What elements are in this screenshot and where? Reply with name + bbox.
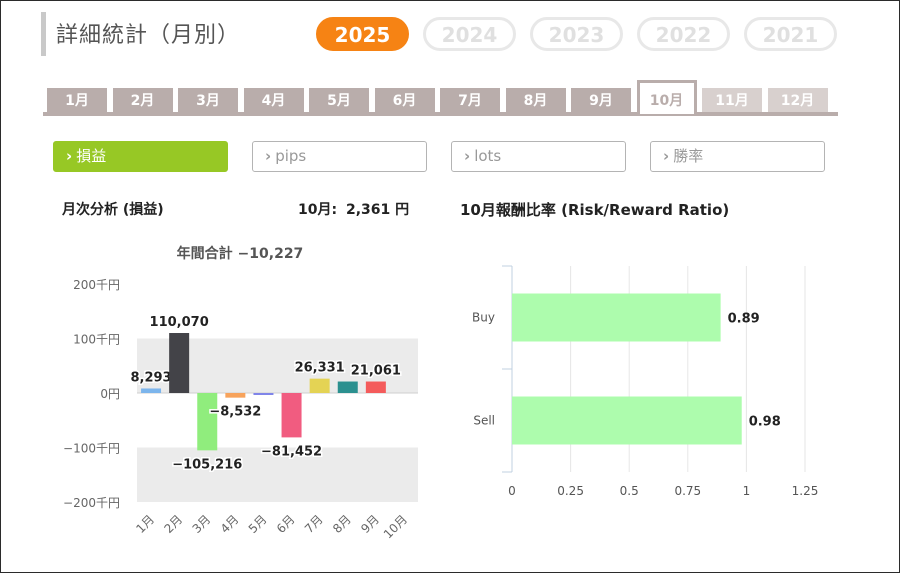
title-accent-bar [41, 12, 46, 56]
bar-9 [365, 381, 386, 393]
category-label: Sell [473, 414, 495, 428]
month-value: 10月: 2,361 円 [298, 199, 409, 219]
x-tick-label: 6月 [274, 512, 298, 536]
metric-button-3[interactable]: › lots [451, 141, 626, 172]
year-button-2024[interactable]: 2024 [423, 17, 516, 51]
tab-month-9[interactable]: 9月 [571, 88, 631, 112]
y-tick-label: 200千円 [73, 278, 120, 292]
data-label-7: 26,331 [295, 361, 345, 376]
month-tab-baseline [43, 112, 838, 116]
tab-month-5[interactable]: 5月 [309, 88, 369, 112]
metric-label: 勝率 [673, 147, 704, 165]
data-label-1: 8,293 [130, 370, 171, 385]
metric-label: pips [275, 147, 307, 165]
tab-month-4[interactable]: 4月 [243, 88, 304, 112]
ratio-bar-buy [512, 293, 721, 342]
chevron-right-icon: › [663, 147, 670, 165]
x-tick-label: 8月 [330, 512, 354, 536]
chevron-right-icon: › [66, 147, 73, 165]
bar-4 [225, 393, 246, 398]
monthly-analysis-title: 月次分析 (損益) [62, 202, 164, 218]
month-value-amount: 2,361 円 [345, 202, 410, 218]
tab-month-2[interactable]: 2月 [112, 88, 173, 112]
data-label-6: −81,452 [261, 444, 322, 459]
x-tick-label: 4月 [218, 512, 242, 536]
data-label-3: −105,216 [172, 457, 242, 472]
ratio-label: 0.89 [728, 312, 760, 327]
bar-5 [253, 393, 274, 395]
year-button-2022[interactable]: 2022 [637, 17, 730, 51]
month-value-prefix: 10月: [298, 202, 338, 218]
y-tick-label: −200千円 [63, 496, 120, 510]
tab-month-3[interactable]: 3月 [178, 88, 238, 112]
bar-7 [309, 378, 330, 393]
tab-month-1[interactable]: 1月 [47, 88, 107, 112]
ratio-bar-sell [512, 396, 742, 445]
chevron-right-icon: › [265, 147, 272, 165]
x-tick-label: 9月 [358, 512, 382, 536]
x-tick-label: 10月 [381, 512, 410, 541]
x-tick-label: 0 [508, 484, 516, 498]
x-tick-label: 2月 [161, 512, 185, 536]
tab-month-11[interactable]: 11月 [702, 88, 762, 112]
tab-month-7[interactable]: 7月 [440, 88, 500, 112]
year-button-2021[interactable]: 2021 [744, 17, 837, 51]
x-tick-label: 1月 [133, 512, 157, 536]
metric-button-4[interactable]: › 勝率 [650, 141, 825, 172]
x-tick-label: 0.5 [620, 484, 639, 498]
data-label-2: 110,070 [150, 315, 209, 330]
data-label-9: 21,061 [351, 364, 401, 379]
metric-label: lots [474, 147, 502, 165]
ratio-title: 10月報酬比率 (Risk/Reward Ratio) [460, 201, 730, 219]
x-tick-label: 3月 [190, 512, 214, 536]
ratio-label: 0.98 [749, 415, 781, 430]
data-label-4: −8,532 [209, 405, 261, 420]
chevron-right-icon: › [464, 147, 471, 165]
bar-2 [169, 333, 190, 393]
page-title: 詳細統計（月別） [56, 23, 241, 48]
plot-band-negative [137, 447, 418, 502]
tab-month-12[interactable]: 12月 [767, 88, 828, 112]
bar-1 [141, 388, 162, 393]
x-tick-label: 1.25 [792, 484, 819, 498]
x-tick-label: 0.75 [674, 484, 701, 498]
bar-8 [337, 381, 358, 393]
metric-button-1[interactable]: › 損益 [53, 141, 228, 172]
metric-button-2[interactable]: › pips [252, 141, 427, 172]
x-tick-label: 0.25 [557, 484, 584, 498]
y-tick-label: −100千円 [63, 442, 120, 456]
metric-label: 損益 [76, 147, 107, 165]
y-tick-label: 100千円 [73, 333, 120, 347]
tab-month-6[interactable]: 6月 [374, 88, 435, 112]
category-label: Buy [472, 311, 495, 325]
year-button-2023[interactable]: 2023 [530, 17, 623, 51]
bar-3 [197, 393, 218, 451]
tab-month-10[interactable]: 10月 [636, 80, 697, 114]
chart-title: 年間合計 −10,227 [177, 245, 304, 262]
year-button-2025[interactable]: 2025 [316, 17, 409, 51]
x-tick-label: 7月 [302, 512, 326, 536]
tab-month-8[interactable]: 8月 [505, 88, 566, 112]
risk-reward-chart: 0 0.25 0.5 0.75 1 1.25 0.89 Buy 0.98 Sell [472, 265, 819, 498]
y-tick-label: 0円 [100, 387, 120, 401]
x-tick-label: 5月 [246, 512, 270, 536]
x-tick-label: 1 [743, 484, 751, 498]
bar-6 [281, 393, 302, 438]
monthly-pnl-chart: 年間合計 −10,227 200千円 100千円 0円 −100千円 −200千円 8,29… [63, 245, 418, 541]
